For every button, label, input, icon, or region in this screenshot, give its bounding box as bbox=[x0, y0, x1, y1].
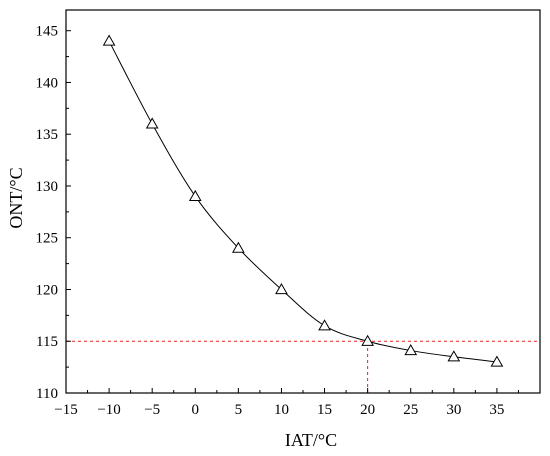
x-tick-label: 25 bbox=[403, 402, 418, 418]
x-tick-label: 30 bbox=[446, 402, 461, 418]
y-axis-label: ONT/°C bbox=[6, 167, 26, 228]
data-point-triangle bbox=[232, 241, 245, 253]
x-tick-label: 10 bbox=[274, 402, 289, 418]
data-point-triangle bbox=[318, 319, 331, 331]
y-tick-label: 135 bbox=[36, 127, 59, 143]
x-tick-label: 15 bbox=[317, 402, 332, 418]
y-tick-label: 125 bbox=[36, 231, 59, 247]
y-tick-label: 130 bbox=[36, 179, 59, 195]
y-tick-label: 120 bbox=[36, 282, 59, 298]
x-tick-label: 0 bbox=[192, 402, 200, 418]
x-tick-label: −15 bbox=[54, 402, 77, 418]
x-axis-label: IAT/°C bbox=[285, 430, 337, 450]
y-tick-label: 140 bbox=[36, 75, 59, 91]
plot-frame bbox=[65, 9, 541, 394]
x-tick-label: −5 bbox=[144, 402, 160, 418]
data-point-triangle bbox=[361, 334, 374, 346]
x-tick-label: 35 bbox=[489, 402, 504, 418]
data-point-triangle bbox=[145, 117, 159, 129]
data-point-triangle bbox=[404, 344, 418, 356]
data-point-triangle bbox=[275, 282, 288, 295]
y-tick-label: 145 bbox=[36, 24, 59, 40]
y-tick-label: 110 bbox=[36, 386, 58, 402]
data-point-triangle bbox=[447, 350, 461, 362]
y-tick-label: 115 bbox=[36, 334, 58, 350]
series-line bbox=[108, 40, 497, 363]
x-tick-label: −10 bbox=[97, 402, 120, 418]
x-tick-label: 20 bbox=[360, 402, 375, 418]
data-point-triangle bbox=[102, 34, 116, 46]
data-point-triangle bbox=[490, 355, 504, 367]
x-tick-label: 5 bbox=[235, 402, 243, 418]
data-point-triangle bbox=[188, 189, 202, 201]
